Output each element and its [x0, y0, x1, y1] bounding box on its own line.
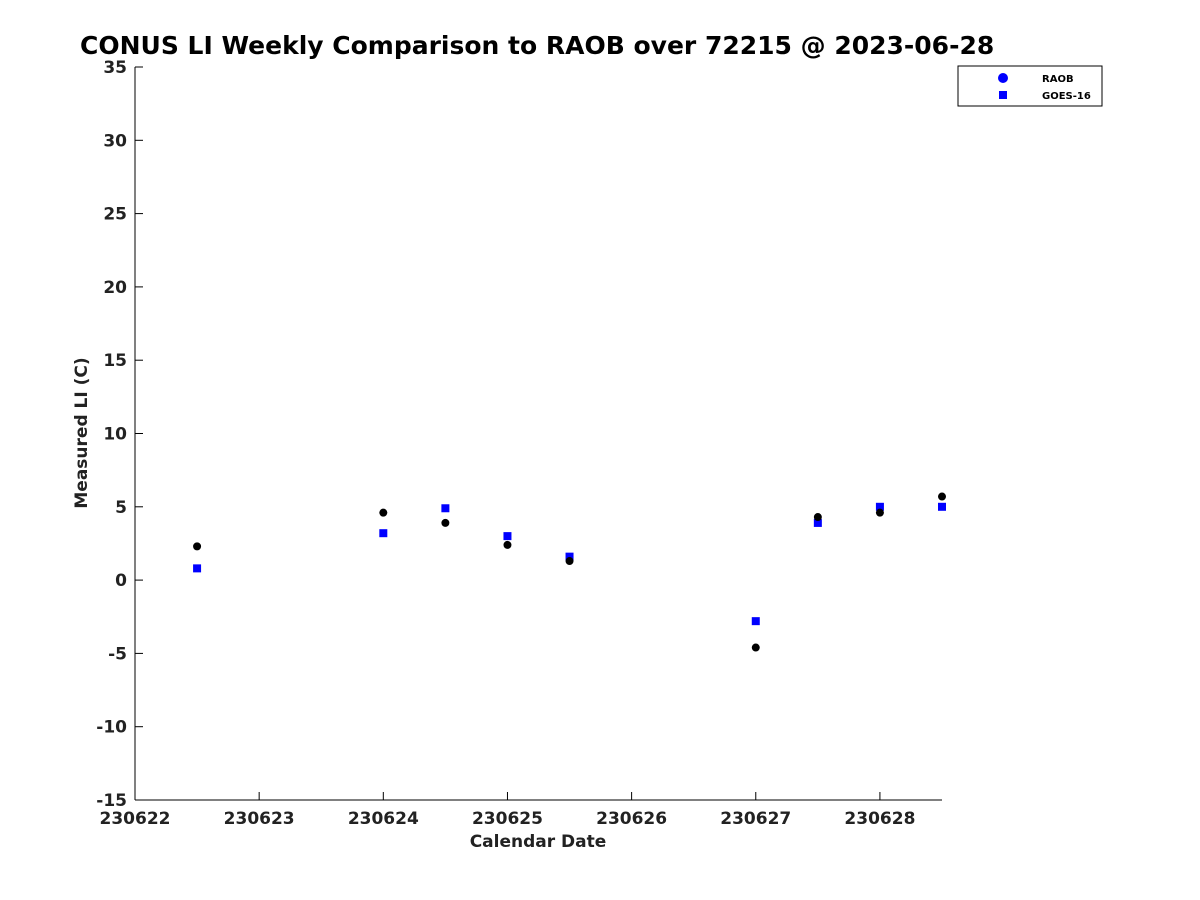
y-tick-label: -10 [96, 718, 127, 738]
raob-point [813, 513, 822, 522]
y-tick-label: 0 [115, 571, 127, 591]
x-tick-label: 230623 [224, 809, 295, 829]
raob-point [379, 508, 388, 517]
raob-point [193, 542, 202, 551]
goes16-point [503, 532, 512, 541]
raob-point [938, 492, 946, 501]
x-tick-label: 230625 [472, 809, 543, 829]
goes16-point [441, 504, 450, 513]
legend-label: RAOB [1042, 74, 1074, 85]
goes16-point [193, 564, 202, 573]
goes16-point [565, 552, 574, 561]
x-tick-label: 230628 [844, 809, 915, 829]
y-ticks: -15 -10 -5 0 5 10 15 20 25 30 35 [96, 58, 143, 811]
goes16-point [875, 502, 884, 511]
legend-label: GOES-16 [1042, 91, 1091, 102]
y-tick-label: -15 [96, 791, 127, 811]
y-tick-label: 15 [103, 351, 127, 371]
raob-point [503, 540, 512, 549]
y-tick-label: 20 [103, 278, 127, 298]
y-tick-label: 30 [103, 131, 127, 151]
y-tick-label: 35 [103, 58, 127, 78]
x-tick-label: 230626 [596, 809, 667, 829]
x-axis-label: Calendar Date [470, 832, 607, 852]
goes16-point [938, 502, 946, 511]
y-tick-label: -5 [108, 644, 127, 664]
y-tick-label: 25 [103, 205, 127, 225]
y-tick-label: 10 [103, 425, 127, 445]
axes [134, 67, 942, 801]
goes16-point [751, 617, 760, 626]
raob-point [441, 518, 450, 527]
legend-marker-goes16 [999, 91, 1007, 99]
goes16-point [813, 518, 822, 527]
x-tick-label: 230627 [720, 809, 791, 829]
raob-point [751, 643, 760, 652]
y-axis-label: Measured LI (C) [72, 357, 92, 508]
raob-point [875, 508, 884, 517]
goes16-point [379, 529, 388, 538]
raob-point [565, 557, 574, 566]
chart-title: CONUS LI Weekly Comparison to RAOB over … [80, 31, 994, 60]
legend: RAOB GOES-16 [957, 65, 1103, 107]
legend-marker-raob [998, 73, 1008, 83]
legend-box [957, 65, 1103, 107]
data-points [193, 492, 946, 652]
x-tick-label: 230624 [348, 809, 419, 829]
y-tick-label: 5 [115, 498, 127, 518]
x-ticks: 230622 230623 230624 230625 230626 230627 2306… [100, 792, 915, 829]
x-tick-label: 230622 [100, 809, 171, 829]
